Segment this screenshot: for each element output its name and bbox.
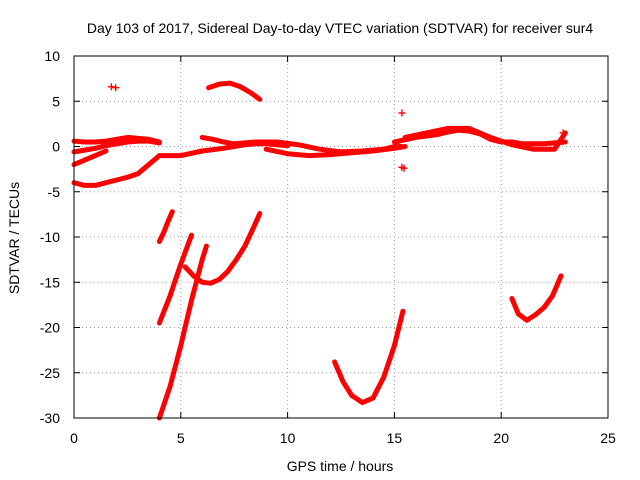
series-trace-q [509, 273, 564, 323]
y-tick-label: 5 [52, 93, 60, 109]
data-point-marker [395, 141, 403, 149]
series-trace-b [71, 138, 162, 155]
y-tick-label: -25 [40, 365, 60, 381]
series-trace-i [274, 139, 397, 155]
series-trace-g [206, 80, 263, 102]
x-tick-label: 5 [177, 430, 185, 446]
y-tick-label: -20 [40, 320, 60, 336]
x-axis-label: GPS time / hours [287, 458, 394, 474]
series-trace-l [156, 209, 175, 244]
series-trace-m [156, 232, 194, 326]
series-trace-d [71, 153, 162, 188]
y-tick-label: 10 [44, 48, 60, 64]
y-tick-label: 0 [52, 139, 60, 155]
y-tick-label: -10 [40, 229, 60, 245]
series-trace-f [199, 134, 291, 147]
series-trace-p [332, 308, 406, 406]
data-point-marker [559, 129, 567, 137]
y-tick-label: -5 [48, 184, 61, 200]
x-tick-label: 0 [70, 430, 78, 446]
series-trace-c [71, 148, 109, 168]
data-point-marker [398, 109, 406, 117]
y-axis-label: SDTVAR / TECUs [6, 182, 22, 294]
chart-title: Day 103 of 2017, Sidereal Day-to-day VTE… [87, 20, 593, 36]
x-tick-label: 20 [493, 430, 509, 446]
data-point-marker [112, 84, 120, 92]
series-trace-n [156, 243, 209, 421]
data-point-marker [107, 83, 115, 91]
tick-layer: 0 5 10 15 20 25 -30 -25 -20 -15 -10 -5 0 5 10 [40, 48, 616, 446]
data-layer [71, 80, 568, 421]
x-tick-label: 25 [600, 430, 616, 446]
series-trace-o [182, 211, 263, 286]
x-tick-label: 15 [387, 430, 403, 446]
grid-layer [74, 56, 608, 418]
y-tick-label: -15 [40, 274, 60, 290]
x-tick-label: 10 [280, 430, 296, 446]
data-point-marker [400, 164, 408, 172]
series-trace-k [402, 125, 568, 152]
y-tick-label: -30 [40, 410, 60, 426]
